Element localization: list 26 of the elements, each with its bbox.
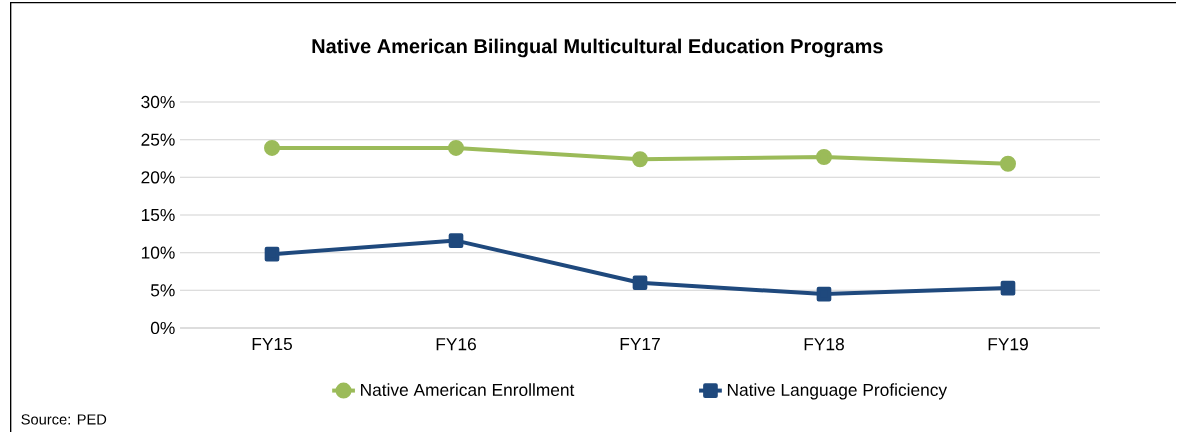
point xyxy=(816,286,832,302)
x-tick-label: FY15 xyxy=(252,338,292,351)
point xyxy=(632,151,648,168)
point xyxy=(815,148,832,165)
y-tick-label: 30% xyxy=(141,95,175,109)
source-note: Source: PED xyxy=(21,414,107,425)
point xyxy=(448,139,464,156)
legend-label: Native American Enrollment xyxy=(361,383,575,397)
y-tick-label: 20% xyxy=(141,171,175,184)
y-tick-label: 5% xyxy=(150,284,175,297)
x-tick-label: FY19 xyxy=(988,338,1028,351)
point xyxy=(632,275,648,291)
x-tick-label: FY16 xyxy=(436,338,476,351)
legend-label: Native Language Proficiency xyxy=(727,383,948,400)
y-tick-label: 15% xyxy=(141,208,175,222)
chart-title: Native American Bilingual Multicultural Education Programs xyxy=(312,38,883,58)
y-tick-label: 0% xyxy=(150,321,175,335)
point xyxy=(999,155,1016,172)
point xyxy=(448,233,464,248)
point xyxy=(264,246,280,262)
x-tick-label: FY17 xyxy=(620,338,660,350)
x-tick-label: FY18 xyxy=(804,338,844,351)
y-tick-label: 25% xyxy=(141,133,175,146)
y-tick-label: 10% xyxy=(141,246,175,259)
point xyxy=(1000,280,1016,296)
point xyxy=(264,139,281,156)
